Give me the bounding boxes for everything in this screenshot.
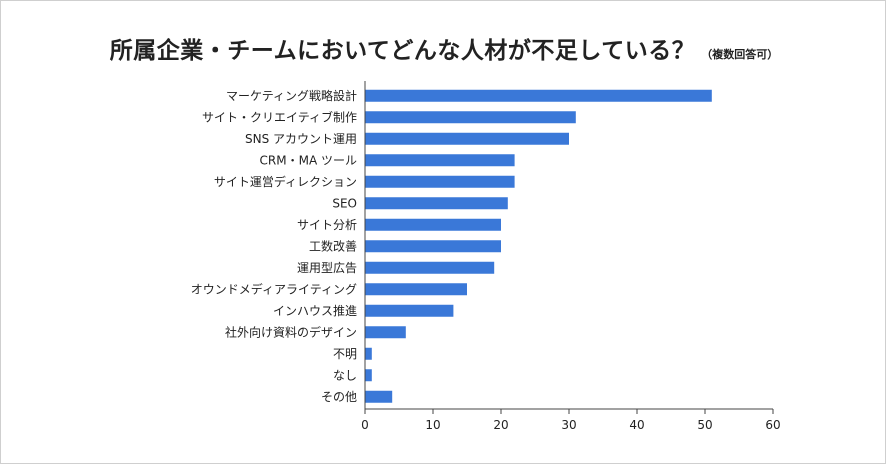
- x-tick-label-6: 60: [765, 418, 780, 432]
- x-tick-label-0: 0: [361, 418, 369, 432]
- bar-14: [365, 390, 393, 403]
- bar-7: [365, 240, 501, 253]
- bar-3: [365, 154, 515, 167]
- bars-group: [365, 89, 712, 403]
- category-label-14: その他: [321, 390, 357, 404]
- category-label-9: オウンドメディアライティング: [191, 281, 357, 296]
- category-label-8: 運用型広告: [297, 261, 357, 275]
- title-row: 所属企業・チームにおいてどんな人材が不足している？ （複数回答可）: [1, 31, 885, 65]
- category-label-2: SNS アカウント運用: [245, 132, 357, 146]
- bar-11: [365, 326, 406, 339]
- x-axis-ticks: 0 10 20 30 40 50 60: [361, 409, 781, 432]
- chart-subtitle: （複数回答可）: [701, 48, 779, 61]
- bar-10: [365, 304, 454, 317]
- category-label-12: 不明: [333, 347, 357, 361]
- bar-12: [365, 347, 372, 360]
- category-label-4: サイト運営ディレクション: [214, 174, 357, 189]
- x-tick-label-4: 40: [629, 418, 644, 432]
- category-label-0: マーケティング戦略設計: [226, 88, 357, 103]
- x-tick-label-2: 20: [493, 418, 508, 432]
- category-label-11: 社外向け資料のデザイン: [225, 324, 357, 339]
- bar-9: [365, 283, 467, 296]
- x-tick-label-1: 10: [425, 418, 440, 432]
- category-label-13: なし: [333, 368, 357, 382]
- chart-title: 所属企業・チームにおいてどんな人材が不足している？: [109, 38, 696, 64]
- bar-6: [365, 218, 501, 231]
- category-label-1: サイト・クリエイティブ制作: [202, 109, 357, 124]
- category-label-6: サイト分析: [297, 218, 357, 232]
- category-label-10: インハウス推進: [273, 304, 357, 318]
- category-label-3: CRM・MA ツール: [260, 153, 357, 167]
- bar-13: [365, 369, 372, 382]
- bar-2: [365, 132, 569, 145]
- x-tick-label-5: 50: [697, 418, 712, 432]
- category-label-7: 工数改善: [309, 238, 357, 253]
- bar-0: [365, 89, 712, 102]
- bar-4: [365, 175, 515, 188]
- bar-8: [365, 261, 495, 274]
- x-tick-label-3: 30: [561, 418, 576, 432]
- bar-1: [365, 111, 576, 124]
- category-label-5: SEO: [332, 196, 357, 210]
- bar-5: [365, 197, 508, 210]
